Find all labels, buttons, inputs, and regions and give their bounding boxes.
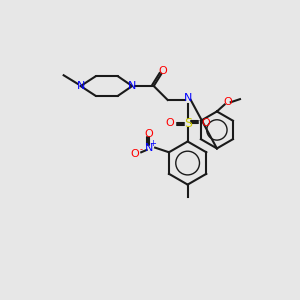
Text: O: O [223,97,232,107]
Text: O: O [166,118,174,128]
Text: O: O [131,149,140,159]
Text: N: N [76,81,85,91]
Text: O: O [201,118,210,128]
Text: N: N [183,93,192,103]
Text: S: S [184,116,192,130]
Text: N: N [128,81,136,91]
Text: -: - [140,145,143,154]
Text: N: N [145,143,153,153]
Text: O: O [145,129,153,139]
Text: +: + [149,139,156,148]
Text: O: O [159,66,167,76]
